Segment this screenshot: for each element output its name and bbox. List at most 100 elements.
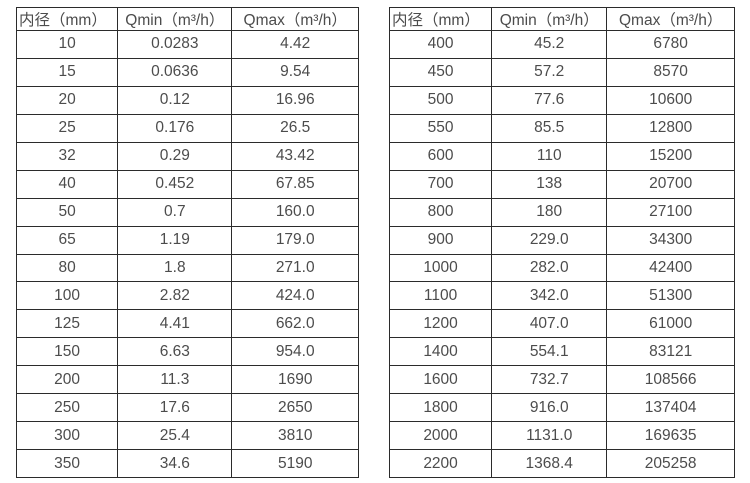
table-cell: 9.54 <box>231 57 359 87</box>
table-cell: 43.42 <box>231 141 359 171</box>
table-row: 15 0.0636 9.54 <box>15 57 359 87</box>
table-cell: 2200 <box>388 449 493 478</box>
table-cell: 550 <box>388 113 493 143</box>
table-cell: 15 <box>15 57 119 87</box>
table-cell: 350 <box>15 449 119 478</box>
table-cell: 0.29 <box>117 141 233 171</box>
table-cell: 4.42 <box>231 30 359 59</box>
table-cell: 271.0 <box>231 253 359 283</box>
table-row: 1600 732.7 108566 <box>388 365 735 395</box>
table-cell: 2.82 <box>117 281 233 311</box>
table-row: 50 0.7 160.0 <box>15 197 359 227</box>
table-cell: 11.3 <box>117 365 233 395</box>
table-row: 900 229.0 34300 <box>388 225 735 255</box>
table-cell: 16.96 <box>231 85 359 115</box>
table-cell: 400 <box>388 30 493 59</box>
table-row: 1400 554.1 83121 <box>388 337 735 367</box>
table-cell: 57.2 <box>491 57 608 87</box>
table-cell: 25 <box>15 113 119 143</box>
table-cell: 150 <box>15 337 119 367</box>
table-row: 350 34.6 5190 <box>15 449 359 478</box>
table-cell: 180 <box>491 197 608 227</box>
table-cell: 65 <box>15 225 119 255</box>
column-header: 内径（mm） <box>388 7 493 31</box>
column-header: Qmax（m³/h） <box>231 7 359 31</box>
table-cell: 50 <box>15 197 119 227</box>
table-cell: 200 <box>15 365 119 395</box>
table-cell: 85.5 <box>491 113 608 143</box>
table-cell: 17.6 <box>117 393 233 423</box>
table-row: 500 77.6 10600 <box>388 85 735 115</box>
table-row: 200 11.3 1690 <box>15 365 359 395</box>
table-cell: 20700 <box>606 169 735 199</box>
table-cell: 10 <box>15 30 119 59</box>
table-row: 80 1.8 271.0 <box>15 253 359 283</box>
table-cell: 25.4 <box>117 421 233 451</box>
table-cell: 6780 <box>606 30 735 59</box>
table-cell: 10600 <box>606 85 735 115</box>
table-cell: 77.6 <box>491 85 608 115</box>
table-row: 1800 916.0 137404 <box>388 393 735 423</box>
table-cell: 229.0 <box>491 225 608 255</box>
table-cell: 20 <box>15 85 119 115</box>
header-row: 内径（mm） Qmin（m³/h） Qmax（m³/h） <box>15 7 359 31</box>
table-cell: 32 <box>15 141 119 171</box>
table-row: 1000 282.0 42400 <box>388 253 735 283</box>
table-row: 250 17.6 2650 <box>15 393 359 423</box>
table-cell: 554.1 <box>491 337 608 367</box>
table-cell: 100 <box>15 281 119 311</box>
table-cell: 138 <box>491 169 608 199</box>
table-cell: 1200 <box>388 309 493 339</box>
table-row: 32 0.29 43.42 <box>15 141 359 171</box>
table-cell: 160.0 <box>231 197 359 227</box>
table-row: 100 2.82 424.0 <box>15 281 359 311</box>
table-cell: 1.8 <box>117 253 233 283</box>
table-cell: 34.6 <box>117 449 233 478</box>
table-cell: 2650 <box>231 393 359 423</box>
table-cell: 1800 <box>388 393 493 423</box>
table-row: 300 25.4 3810 <box>15 421 359 451</box>
table-cell: 8570 <box>606 57 735 87</box>
table-cell: 26.5 <box>231 113 359 143</box>
column-header: Qmax（m³/h） <box>606 7 735 31</box>
table-cell: 42400 <box>606 253 735 283</box>
table-cell: 0.0283 <box>117 30 233 59</box>
table-cell: 1368.4 <box>491 449 608 478</box>
table-row: 700 138 20700 <box>388 169 735 199</box>
table-row: 65 1.19 179.0 <box>15 225 359 255</box>
table-row: 1100 342.0 51300 <box>388 281 735 311</box>
table-cell: 83121 <box>606 337 735 367</box>
table-cell: 0.12 <box>117 85 233 115</box>
table-cell: 6.63 <box>117 337 233 367</box>
flow-table-small-diameters: 内径（mm） Qmin（m³/h） Qmax（m³/h） 10 0.0283 4.42 15… <box>15 7 359 478</box>
table-cell: 1.19 <box>117 225 233 255</box>
table-row: 40 0.452 67.85 <box>15 169 359 199</box>
table-cell: 700 <box>388 169 493 199</box>
table-cell: 600 <box>388 141 493 171</box>
table-cell: 0.7 <box>117 197 233 227</box>
table-cell: 407.0 <box>491 309 608 339</box>
table-cell: 450 <box>388 57 493 87</box>
table-cell: 282.0 <box>491 253 608 283</box>
table-cell: 300 <box>15 421 119 451</box>
table-cell: 110 <box>491 141 608 171</box>
table-cell: 27100 <box>606 197 735 227</box>
table-row: 550 85.5 12800 <box>388 113 735 143</box>
table-cell: 61000 <box>606 309 735 339</box>
column-header: Qmin（m³/h） <box>491 7 608 31</box>
table-cell: 732.7 <box>491 365 608 395</box>
table-cell: 250 <box>15 393 119 423</box>
table-cell: 179.0 <box>231 225 359 255</box>
table-cell: 3810 <box>231 421 359 451</box>
table-cell: 342.0 <box>491 281 608 311</box>
table-cell: 205258 <box>606 449 735 478</box>
table-cell: 1131.0 <box>491 421 608 451</box>
header-row: 内径（mm） Qmin（m³/h） Qmax（m³/h） <box>388 7 735 31</box>
table-cell: 0.452 <box>117 169 233 199</box>
table-cell: 1000 <box>388 253 493 283</box>
table-row: 800 180 27100 <box>388 197 735 227</box>
table-cell: 125 <box>15 309 119 339</box>
table-row: 2200 1368.4 205258 <box>388 449 735 478</box>
table-cell: 4.41 <box>117 309 233 339</box>
table-cell: 916.0 <box>491 393 608 423</box>
